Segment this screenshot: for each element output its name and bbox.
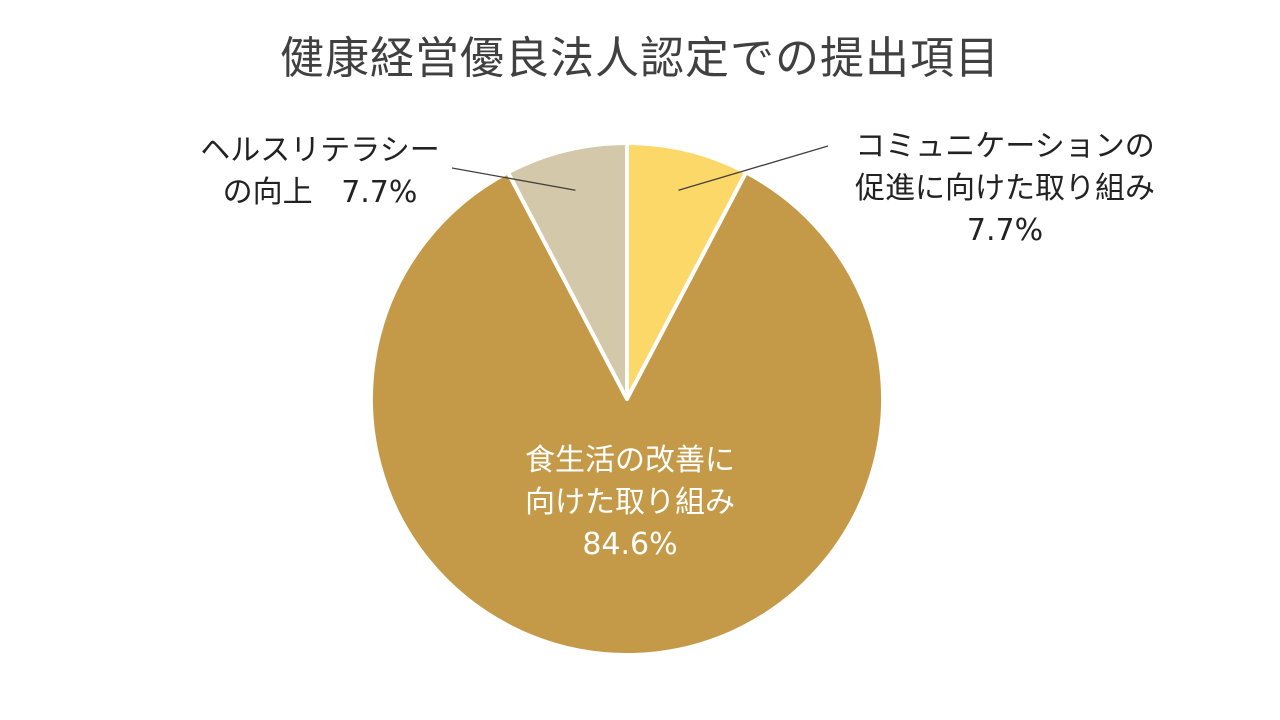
slice-label-health-literacy-line1: ヘルスリテラシー <box>200 133 440 168</box>
slice-label-diet-value: 84.6% <box>582 527 678 562</box>
slice-label-diet-line2: 向けた取り組み <box>525 485 735 520</box>
slice-label-communication: コミュニケーションの 促進に向けた取り組み 7.7% <box>820 126 1190 252</box>
leader-line-communication <box>678 145 829 191</box>
slice-label-health-literacy: ヘルスリテラシー の向上 7.7% <box>180 130 460 214</box>
label-spacer <box>313 175 342 210</box>
pie-slice-communication <box>625 141 749 401</box>
slice-label-health-literacy-line2: の向上 <box>222 175 313 210</box>
slice-label-communication-line2: 促進に向けた取り組み <box>855 171 1155 206</box>
pie-slice-health-literacy <box>505 141 629 401</box>
slice-label-diet: 食生活の改善に 向けた取り組み 84.6% <box>470 440 790 566</box>
slice-label-communication-line1: コミュニケーションの <box>855 129 1155 164</box>
slice-label-diet-line1: 食生活の改善に <box>525 443 735 478</box>
slice-label-communication-value: 7.7% <box>966 213 1044 248</box>
slice-label-health-literacy-line2-row: の向上 7.7% <box>180 172 460 214</box>
chart-title: 健康経営優良法人認定での提出項目 <box>280 33 1000 84</box>
pie-slice-diet <box>369 170 885 657</box>
slice-label-health-literacy-value: 7.7% <box>341 175 418 210</box>
leader-line-health-literacy <box>451 167 576 191</box>
